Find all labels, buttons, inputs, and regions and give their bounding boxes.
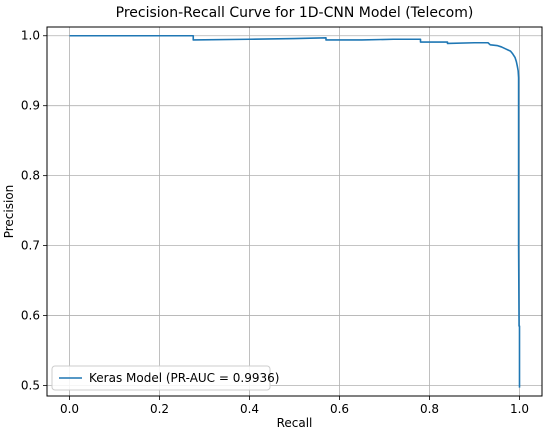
y-tick-label: 1.0 [21, 29, 40, 43]
ticks: 0.0 0.2 0.4 0.6 0.8 1.0 0.5 0.6 0.7 0.8 0.9 1.0 [21, 29, 529, 416]
legend-box [51, 365, 271, 391]
x-tick-label: 0.2 [150, 402, 169, 416]
y-tick-label: 0.8 [21, 169, 40, 183]
series-lines [69, 34, 521, 388]
series-line [69, 34, 521, 388]
legend: Keras Model (PR-AUC = 0.9936) [51, 365, 279, 391]
chart-title: Precision-Recall Curve for 1D-CNN Model … [116, 5, 474, 21]
grid [47, 27, 542, 396]
x-tick-label: 0.6 [330, 402, 349, 416]
y-tick-label: 0.9 [21, 99, 40, 113]
y-tick-label: 0.7 [21, 239, 40, 253]
x-tick-label: 1.0 [510, 402, 529, 416]
y-tick-label: 0.6 [21, 309, 40, 323]
x-tick-label: 0.8 [420, 402, 439, 416]
legend-entry: Keras Model (PR-AUC = 0.9936) [89, 371, 279, 385]
axes-frame [46, 26, 543, 397]
y-axis-label: Precision [2, 185, 16, 239]
x-axis-label: Recall [277, 416, 313, 430]
x-tick-label: 0.4 [240, 402, 259, 416]
y-tick-label: 0.5 [21, 379, 40, 393]
x-tick-label: 0.0 [60, 402, 79, 416]
